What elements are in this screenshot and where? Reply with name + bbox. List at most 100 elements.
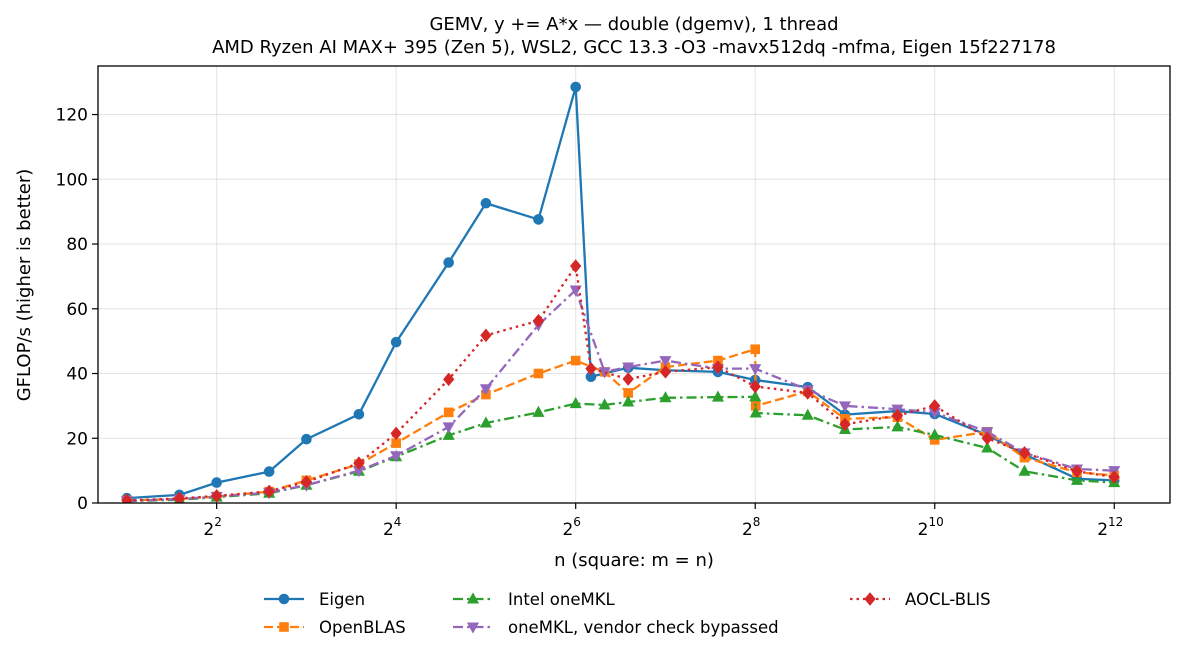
x-tick-label: 28	[742, 515, 760, 540]
data-point	[749, 390, 762, 402]
x-tick-label: 26	[562, 515, 580, 540]
x-tick-base: 2	[742, 520, 753, 540]
y-axis-label: GFLOP/s (higher is better)	[14, 169, 35, 402]
data-point	[300, 475, 313, 489]
chart-title: GEMV, y += A*x — double (dgemv), 1 threa…	[429, 14, 838, 35]
series-line	[126, 288, 1115, 502]
legend-marker	[466, 622, 480, 634]
data-point	[570, 355, 581, 366]
data-point	[353, 456, 365, 470]
legend-item: AOCL-BLIS	[850, 590, 991, 609]
data-point	[598, 398, 611, 410]
data-point	[981, 441, 994, 453]
data-point	[659, 391, 672, 403]
data-point	[839, 417, 851, 432]
x-tick-base: 2	[562, 520, 573, 540]
data-point	[479, 416, 492, 428]
data-point	[622, 395, 635, 407]
y-tick-label: 60	[66, 300, 88, 320]
data-point	[749, 379, 761, 394]
data-point	[390, 451, 403, 463]
x-axis-ticks: 22 24 26 28 210 212	[203, 503, 1123, 540]
legend-item: oneMKL, vendor check bypassed	[453, 618, 779, 637]
x-tick-base: 2	[1097, 520, 1108, 540]
legend-marker	[466, 592, 480, 604]
y-tick-label: 120	[56, 106, 88, 126]
x-tick-label: 212	[1097, 515, 1123, 540]
data-point	[585, 361, 597, 376]
data-point	[569, 396, 582, 409]
x-tick-exponent: 10	[929, 515, 944, 529]
data-point	[750, 344, 761, 355]
chart-subtitle: AMD Ryzen AI MAX+ 395 (Zen 5), WSL2, GCC…	[212, 37, 1056, 58]
legend-label: Eigen	[319, 590, 365, 609]
x-tick-label: 22	[203, 515, 221, 540]
data-point	[622, 362, 635, 374]
data-point	[532, 405, 545, 417]
data-point	[891, 420, 904, 432]
data-point	[443, 372, 455, 387]
data-point	[532, 313, 545, 328]
data-point	[211, 477, 222, 488]
data-point	[891, 408, 904, 423]
data-point	[442, 428, 455, 440]
series-line	[126, 395, 1115, 503]
grid-lines	[98, 66, 1170, 504]
data-point	[443, 407, 454, 418]
series-line	[126, 348, 1115, 502]
data-point	[1108, 470, 1120, 484]
series-0	[121, 81, 1120, 503]
data-point	[1071, 464, 1083, 479]
data-point	[533, 368, 544, 379]
data-point	[533, 214, 544, 225]
data-point	[981, 431, 993, 446]
data-point	[801, 408, 814, 420]
data-point	[479, 384, 492, 396]
series-4	[121, 259, 1120, 503]
y-tick-label: 0	[77, 494, 88, 514]
data-point	[480, 197, 492, 209]
x-tick-label: 24	[383, 515, 401, 540]
x-axis-label: n (square: m = n)	[554, 550, 714, 571]
legend-marker	[278, 593, 290, 605]
data-point	[749, 364, 762, 376]
data-point	[622, 372, 634, 386]
data-point	[442, 422, 455, 434]
data-point	[121, 493, 133, 503]
plot-frame	[97, 65, 1171, 504]
x-tick-label: 210	[918, 515, 944, 540]
legend-item: Eigen	[264, 590, 365, 609]
series-2	[122, 390, 1121, 503]
legend-label: Intel oneMKL	[508, 590, 616, 609]
y-tick-label: 40	[66, 365, 88, 385]
data-point	[659, 365, 672, 379]
data-point	[443, 257, 454, 268]
data-point	[480, 328, 492, 343]
series-layer	[120, 81, 1121, 503]
legend-label: OpenBLAS	[319, 618, 406, 637]
data-point	[390, 336, 402, 348]
data-point	[211, 489, 223, 503]
x-tick-exponent: 4	[394, 515, 402, 529]
legend-item: Intel oneMKL	[453, 590, 616, 609]
data-point	[353, 409, 365, 420]
data-point	[838, 401, 852, 413]
data-point	[173, 491, 186, 503]
data-point	[390, 426, 402, 441]
y-axis-ticks: 0 20 40 60 80 100 120	[56, 106, 98, 514]
x-tick-exponent: 12	[1108, 515, 1123, 529]
data-point	[1018, 464, 1031, 476]
x-tick-base: 2	[203, 520, 214, 540]
x-tick-base: 2	[383, 520, 394, 540]
x-tick-exponent: 2	[214, 515, 222, 529]
legend-label: oneMKL, vendor check bypassed	[508, 618, 779, 637]
y-tick-label: 20	[66, 429, 88, 449]
data-point	[570, 259, 582, 273]
data-point	[712, 360, 724, 374]
legend-marker	[864, 592, 876, 606]
legend-item: OpenBLAS	[264, 618, 406, 637]
data-point	[711, 390, 724, 402]
x-tick-base: 2	[918, 520, 929, 540]
legend-marker	[279, 622, 289, 632]
